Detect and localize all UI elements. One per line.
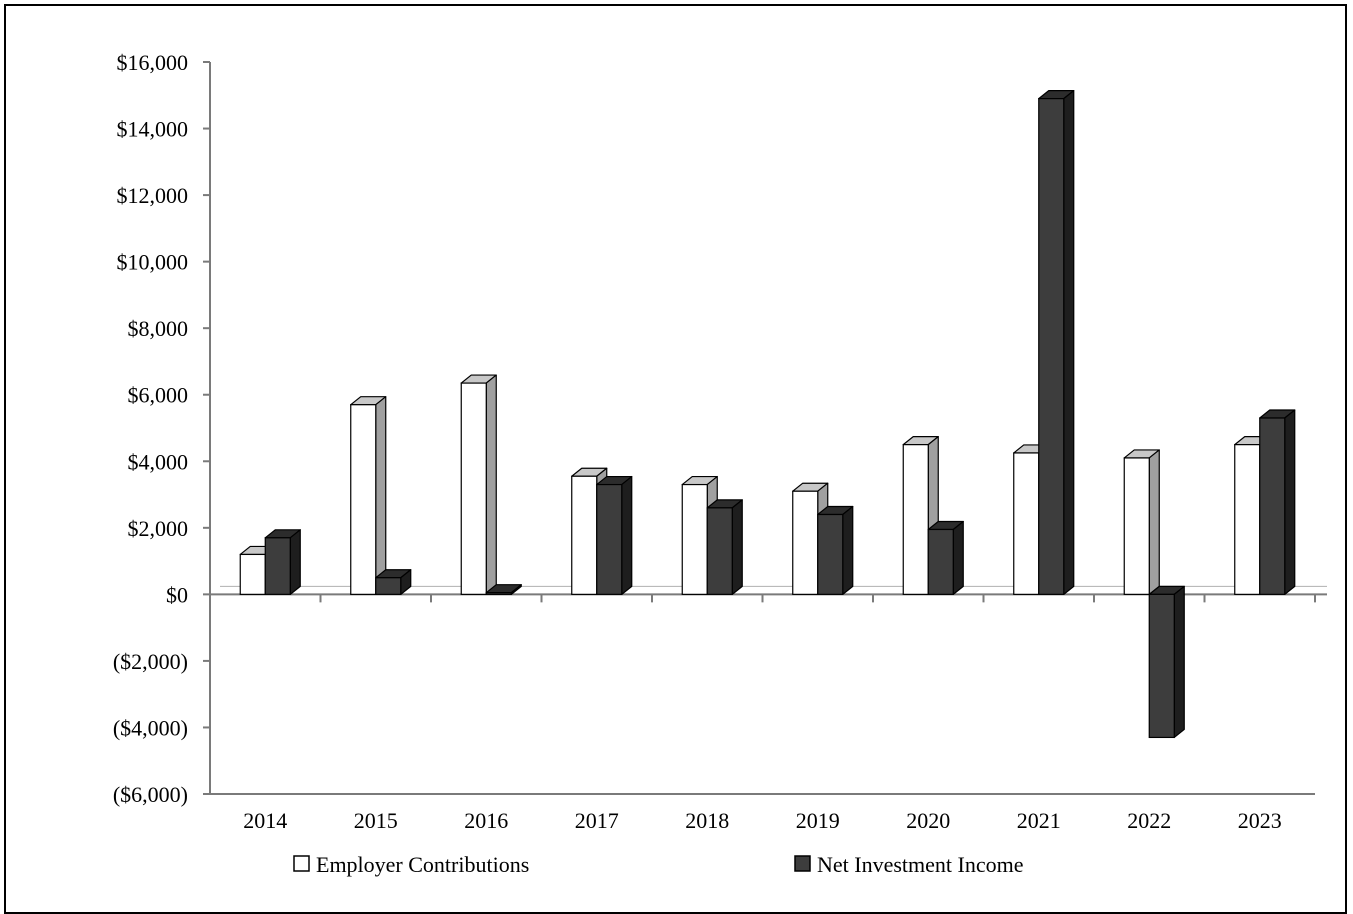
bar-front-face <box>1013 452 1040 595</box>
x-tick-label-2023: 2023 <box>1238 808 1282 833</box>
bar-side-face <box>289 529 301 595</box>
bar-front-face <box>460 382 487 595</box>
bar-side-face <box>952 520 964 595</box>
bar-front-face <box>350 404 377 595</box>
bar-front-face <box>706 507 733 595</box>
bar-front-face <box>927 528 954 595</box>
bar-employer-contributions-2016 <box>460 374 497 595</box>
bar-front-face <box>1259 417 1286 595</box>
chart-frame <box>4 4 1347 914</box>
bar-side-face <box>485 374 497 595</box>
y-tick-label: $12,000 <box>117 183 189 208</box>
bar-net-investment-income-2014 <box>264 529 301 595</box>
y-axis: $16,000 $14,000 $12,000 $10,000 $8,000 $6,000… <box>113 50 211 807</box>
bar-side-face <box>1284 409 1296 595</box>
bar-front-face <box>1038 97 1065 595</box>
bar-front-face <box>571 475 598 595</box>
bar-front-face <box>264 537 291 595</box>
x-tick-label-2021: 2021 <box>1017 808 1061 833</box>
x-tick-label-2018: 2018 <box>685 808 729 833</box>
bar-side-face <box>842 505 854 595</box>
legend: Employer Contributions Net Investment In… <box>293 852 1024 877</box>
bar-net-investment-income-2023 <box>1259 409 1296 595</box>
bar-front-face <box>792 490 819 595</box>
bar-employer-contributions-2015 <box>350 396 387 595</box>
bar-net-investment-income-2020 <box>927 520 964 595</box>
bar-net-investment-income-2017 <box>596 475 633 595</box>
bar-front-face <box>1234 444 1261 595</box>
bar-front-face <box>817 513 844 595</box>
bar-front-face <box>1148 593 1175 739</box>
bar-front-face <box>681 483 708 595</box>
bar-side-face <box>731 499 743 595</box>
bar-front-face <box>596 483 623 595</box>
bar-side-face <box>621 475 633 595</box>
bar-net-investment-income-2021 <box>1038 89 1075 595</box>
x-tick-label-2022: 2022 <box>1127 808 1171 833</box>
y-tick-label: $6,000 <box>128 383 189 408</box>
bar-front-face <box>375 577 402 595</box>
y-tick-label: $10,000 <box>117 250 189 275</box>
bar-side-face <box>1148 449 1160 595</box>
y-tick-label: $4,000 <box>128 449 189 474</box>
x-tick-label-2015: 2015 <box>354 808 398 833</box>
bar-side-face <box>1173 585 1185 739</box>
bar-side-face <box>1063 89 1075 595</box>
y-tick-label: $16,000 <box>117 50 189 75</box>
legend-label-net-investment-income: Net Investment Income <box>817 852 1024 877</box>
y-tick-label: ($4,000) <box>113 715 188 740</box>
bar-net-investment-income-2019 <box>817 505 854 595</box>
legend-swatch-net-investment-income <box>794 855 811 872</box>
y-tick-label: ($2,000) <box>113 649 188 674</box>
bar-net-investment-income-2022 <box>1148 585 1185 739</box>
bar-side-face <box>375 396 387 595</box>
bar-front-face <box>1123 457 1150 595</box>
x-tick-label-2014: 2014 <box>243 808 287 833</box>
bars <box>239 89 1296 739</box>
y-tick-label: $14,000 <box>117 117 189 142</box>
y-tick-label: ($6,000) <box>113 782 188 807</box>
legend-swatch-employer-contributions <box>293 855 310 872</box>
y-tick-label: $8,000 <box>128 316 189 341</box>
bar-front-face <box>902 444 929 595</box>
y-tick-label: $2,000 <box>128 516 189 541</box>
bar-net-investment-income-2015 <box>375 569 412 595</box>
bar-net-investment-income-2018 <box>706 499 743 595</box>
x-tick-label-2017: 2017 <box>575 808 619 833</box>
bar-front-face <box>239 553 266 595</box>
x-tick-label-2020: 2020 <box>906 808 950 833</box>
bar-front-face <box>485 592 512 595</box>
bar-net-investment-income-2016 <box>485 584 522 595</box>
bar-employer-contributions-2022 <box>1123 449 1160 595</box>
x-tick-label-2019: 2019 <box>796 808 840 833</box>
y-tick-label: $0 <box>166 582 188 607</box>
legend-label-employer-contributions: Employer Contributions <box>316 852 529 877</box>
x-tick-label-2016: 2016 <box>464 808 508 833</box>
